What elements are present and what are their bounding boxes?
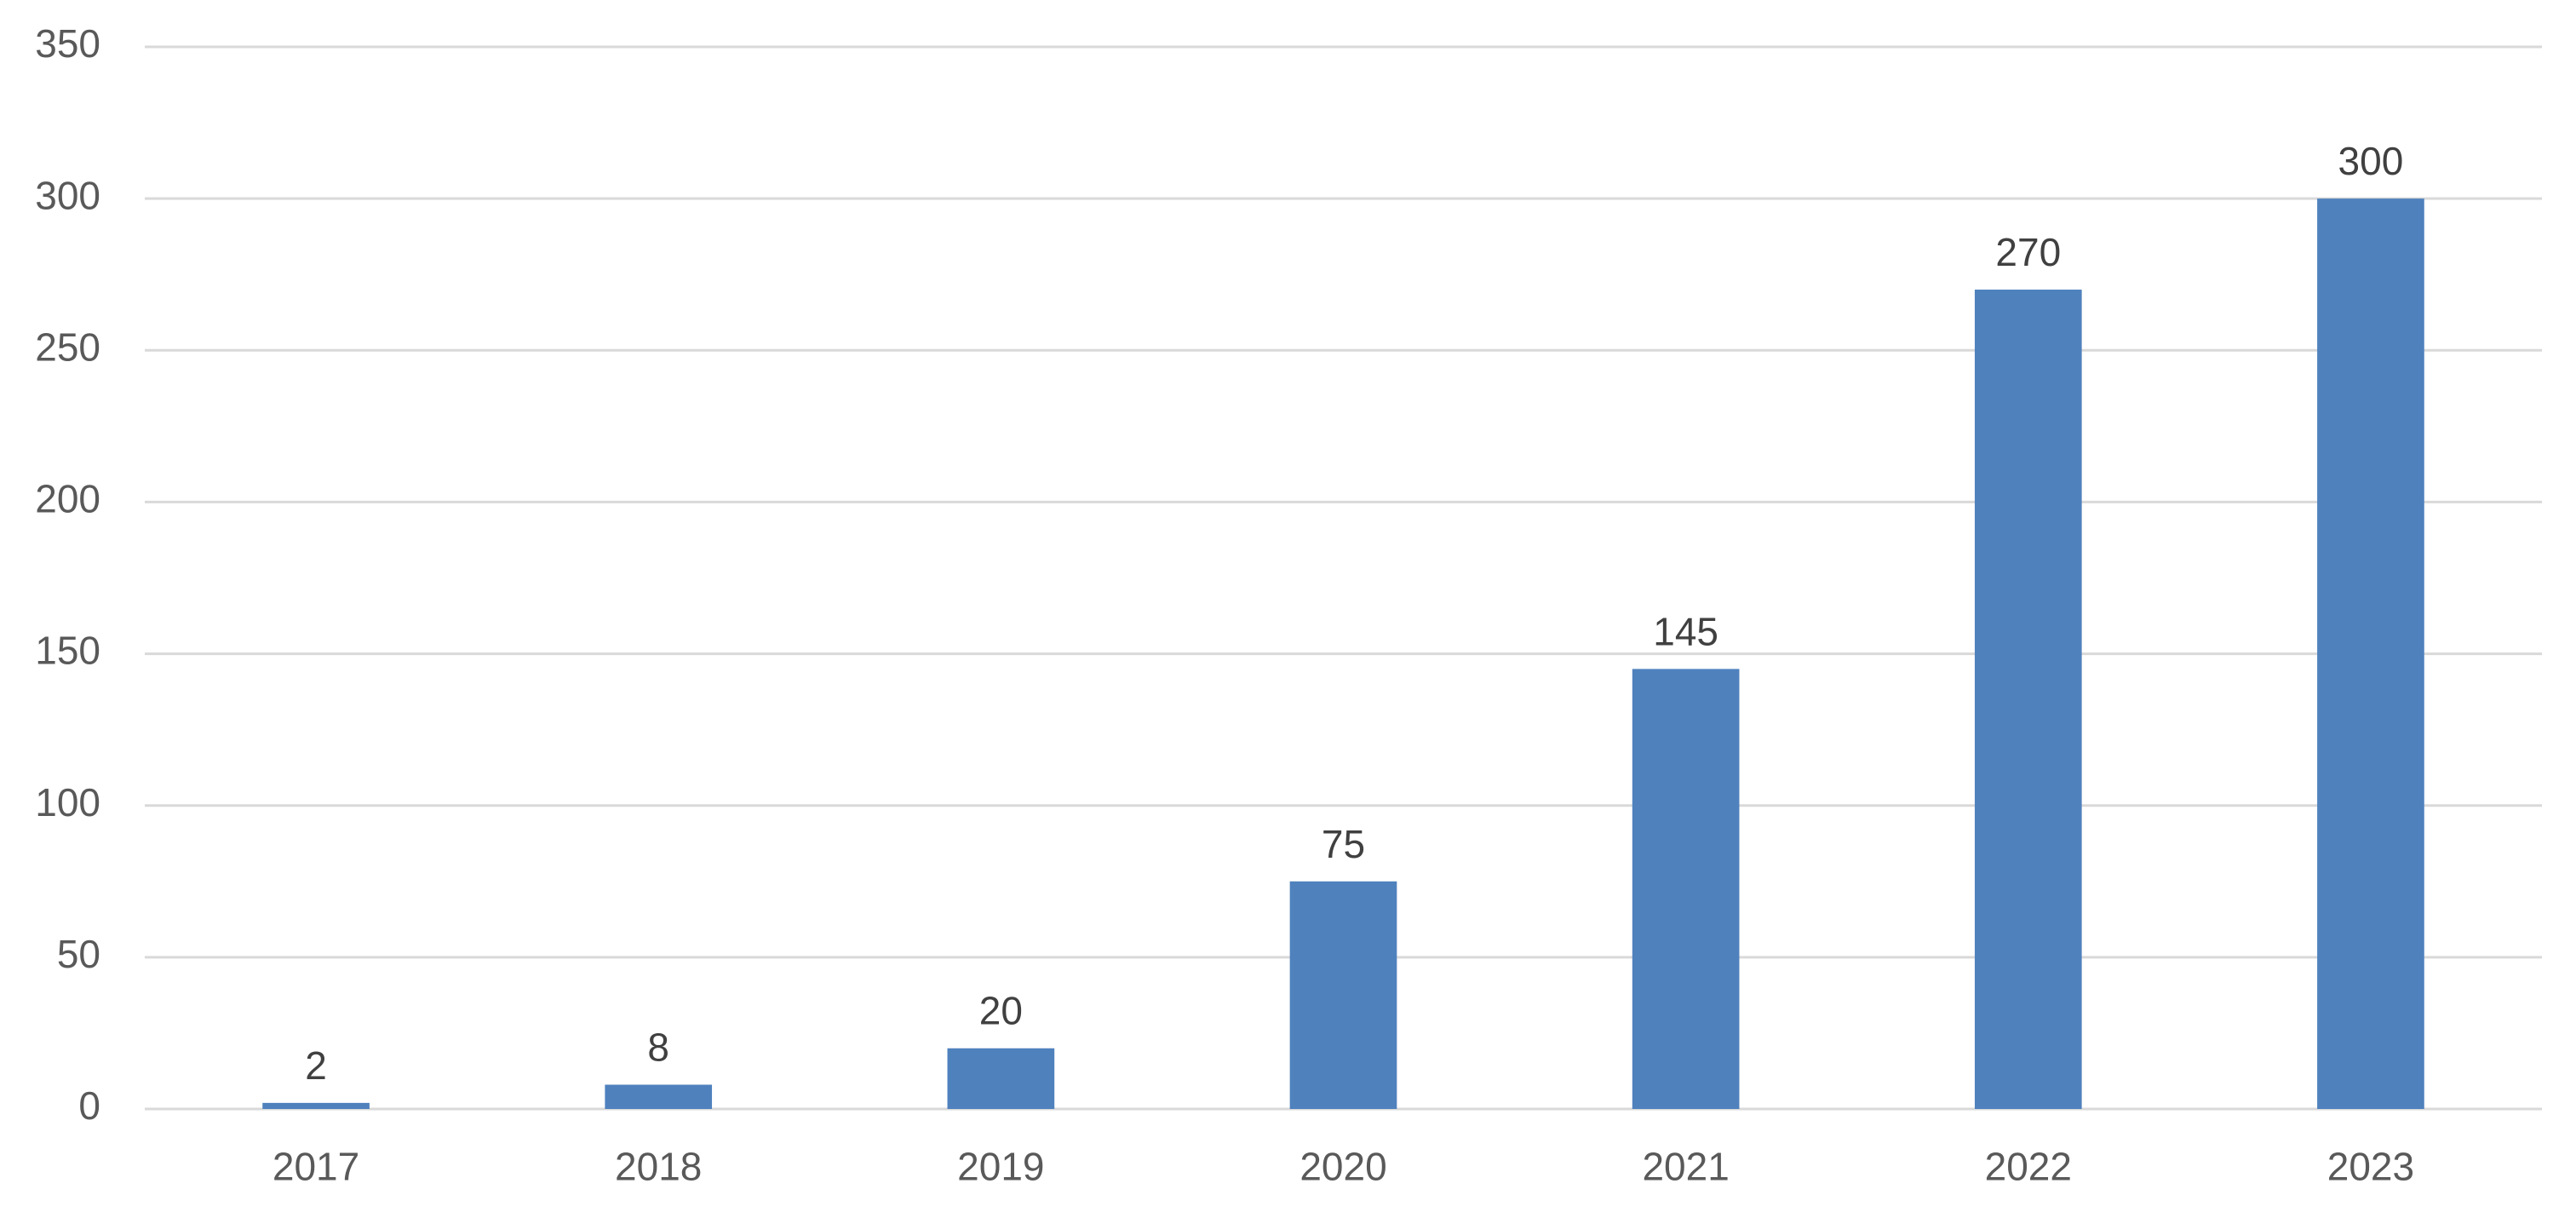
- y-tick-label: 250: [35, 325, 100, 369]
- bar-2017: [262, 1102, 370, 1109]
- bar-2021: [1632, 669, 1740, 1109]
- data-label-2021: 145: [1653, 609, 1718, 653]
- bar-2023: [2317, 198, 2424, 1110]
- y-tick-label: 0: [78, 1083, 100, 1128]
- bar-2018: [605, 1084, 713, 1109]
- bar-2019: [947, 1048, 1055, 1109]
- y-tick-label: 300: [35, 173, 100, 217]
- data-label-2023: 300: [2338, 139, 2404, 183]
- x-tick-label-2023: 2023: [2327, 1145, 2414, 1189]
- x-tick-label-2020: 2020: [1299, 1145, 1386, 1189]
- x-tick-label-2019: 2019: [957, 1145, 1044, 1189]
- bar-2022: [1974, 290, 2082, 1109]
- x-tick-label-2021: 2021: [1642, 1145, 1729, 1189]
- data-labels: 2 8 20 75 145 270 300: [305, 139, 2403, 1088]
- y-tick-label: 150: [35, 629, 100, 673]
- y-tick-label: 100: [35, 780, 100, 824]
- data-label-2020: 75: [1322, 822, 1365, 866]
- y-axis-tick-labels: 0 50 100 150 200 250 300 350: [35, 21, 100, 1128]
- y-tick-label: 350: [35, 21, 100, 66]
- data-label-2018: 8: [647, 1025, 669, 1069]
- x-tick-label-2022: 2022: [1985, 1145, 2072, 1189]
- x-tick-label-2018: 2018: [615, 1145, 702, 1189]
- bar-2020: [1289, 881, 1397, 1109]
- y-tick-label: 50: [57, 932, 100, 976]
- x-tick-label-2017: 2017: [273, 1145, 359, 1189]
- data-label-2019: 20: [979, 989, 1023, 1033]
- data-label-2022: 270: [1995, 230, 2061, 274]
- bars: [262, 198, 2424, 1110]
- y-tick-label: 200: [35, 477, 100, 521]
- gridlines: [145, 45, 2542, 1111]
- data-label-2017: 2: [305, 1043, 327, 1088]
- x-axis-tick-labels: 2017 2018 2019 2020 2021 2022 2023: [273, 1145, 2414, 1189]
